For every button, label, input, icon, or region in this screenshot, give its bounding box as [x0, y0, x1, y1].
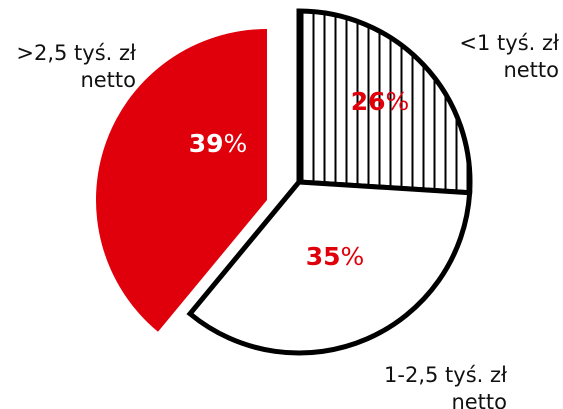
pie-slice-1: [296, 8, 473, 196]
slice-value-number: 35: [306, 242, 341, 271]
slice-value-label-2: 35%: [306, 242, 365, 271]
slice-category-label-line: <1 tyś. zł: [459, 31, 559, 55]
slice-category-label-line: netto: [451, 390, 507, 409]
pie-slice-3: [95, 28, 267, 332]
slice-value-unit: %: [386, 87, 410, 116]
slice-category-label-line: netto: [80, 68, 136, 92]
slice-category-label-line: netto: [503, 58, 559, 82]
slice-value-unit: %: [341, 242, 365, 271]
slice-category-label-2: 1-2,5 tyś. zł netto: [384, 363, 507, 409]
slice-category-label-3: >2,5 tyś. zł netto: [16, 41, 136, 92]
slice-value-number: 26: [351, 87, 386, 116]
slice-category-label-line: >2,5 tyś. zł: [16, 41, 136, 65]
slice-category-label-line: 1-2,5 tyś. zł: [384, 363, 507, 387]
slice-value-label-3: 39%: [189, 129, 248, 158]
pie-slice-2: [186, 179, 473, 356]
slice-value-number: 39: [189, 129, 224, 158]
slice-value-label-1: 26%: [351, 87, 410, 116]
slice-value-unit: %: [224, 129, 248, 158]
slice-category-label-1: <1 tyś. zł netto: [459, 31, 559, 82]
